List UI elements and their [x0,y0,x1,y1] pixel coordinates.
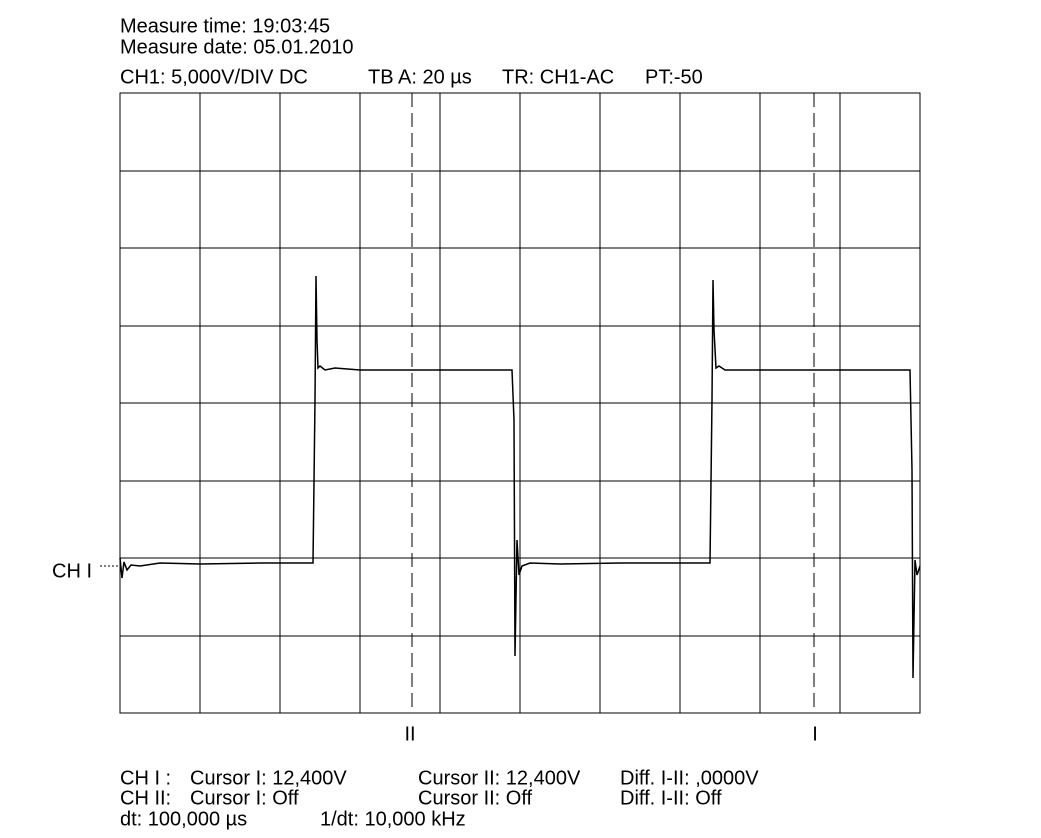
waveform [119,275,921,679]
cursor-label: II [404,723,415,745]
readout-cell: Diff. I-II: ,0000V [620,767,759,789]
readout-cell: Cursor II: 12,400V [418,767,581,789]
readout-cell: dt: 100,000 µs [120,808,247,830]
cursor-label: I [812,723,818,745]
setting: CH1: 5,000V/DIV DC [120,66,308,88]
readout-cell: CH II: [120,787,171,809]
measure-time: Measure time: 19:03:45 [120,15,330,37]
setting: TB A: 20 µs [368,66,472,88]
graticule [119,92,921,714]
readout-cell: Cursor I: 12,400V [190,767,347,789]
channel-marker: CH I [52,560,92,582]
readout-cell: Cursor II: Off [418,787,533,809]
measure-date: Measure date: 05.01.2010 [120,36,354,58]
setting: TR: CH1-AC [502,66,614,88]
readout-cell: 1/dt: 10,000 kHz [320,808,466,830]
setting: PT:-50 [645,66,703,88]
readout-cell: Diff. I-II: Off [620,787,722,809]
readout-cell: Cursor I: Off [190,787,299,809]
readout-cell: CH I : [120,767,171,789]
